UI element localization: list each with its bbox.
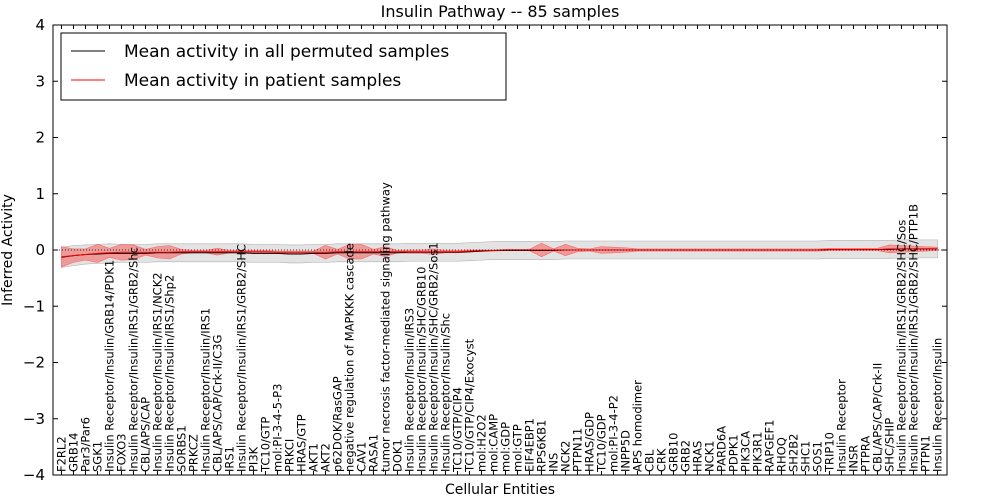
x-category-label: PRKCI	[283, 439, 297, 472]
x-category-label: SORBS1	[175, 425, 189, 472]
x-category-label: negative regulation of MAPKKK cascade	[343, 243, 357, 472]
x-category-label: INSR	[847, 445, 861, 472]
x-category-label: PRKCZ	[187, 434, 201, 472]
x-category-label: Par3/Par6	[79, 417, 93, 472]
x-category-label: Insulin Receptor/Insulin/IRS1/Shp2	[163, 275, 177, 472]
y-tick-label: 2	[35, 129, 45, 147]
x-category-label: NCK2	[559, 441, 573, 473]
chart-title: Insulin Pathway -- 85 samples	[381, 2, 620, 21]
x-category-label: CBL/APS/CAP/Crk-II	[871, 363, 885, 472]
x-category-label: mol:CAMP	[487, 414, 501, 472]
patient-spread-band	[61, 242, 938, 268]
x-category-label: PI3K	[247, 446, 261, 472]
x-category-label: Insulin Receptor/Insulin/IRS1/NCK2	[151, 272, 165, 472]
x-category-label: CBL	[643, 449, 657, 472]
x-category-label: CBL/APS/CAP	[139, 397, 153, 472]
x-category-label: FOXO3	[115, 434, 129, 472]
x-category-label: GRB2	[679, 440, 693, 472]
x-category-label: DOK1	[391, 439, 405, 472]
x-category-label: SGK1	[91, 441, 105, 472]
x-category-label: Insulin Receptor/Insulin	[931, 338, 945, 472]
x-category-label: TRIP10	[823, 432, 837, 473]
y-tick-label: −4	[23, 466, 45, 484]
x-category-label: PTPN11	[571, 428, 585, 472]
legend: Mean activity in all permuted samples Me…	[60, 32, 507, 101]
x-category-label: SHC1	[799, 441, 813, 472]
y-tick-label: 4	[35, 16, 45, 34]
x-category-label: APS homodimer	[631, 380, 645, 472]
x-category-label: NCK1	[703, 441, 717, 473]
x-category-label: RASA1	[367, 434, 381, 472]
x-axis-label: Cellular Entities	[445, 482, 555, 498]
x-category-label: mol:H2O2	[475, 414, 489, 472]
y-tick-label: −2	[23, 354, 45, 372]
x-category-label: CRK	[655, 448, 669, 472]
x-category-label: HRAS/GDP	[583, 412, 597, 472]
x-category-label: INPP5D	[619, 430, 633, 472]
x-category-label: HRAS	[691, 441, 705, 472]
x-category-label: mol:GDP	[499, 422, 513, 472]
x-category-label: PTPN1	[919, 435, 933, 472]
x-category-label: PTPRA	[859, 436, 873, 472]
x-category-label: Insulin Receptor/Insulin/SHC/GRB2/Sos1	[427, 242, 441, 472]
x-category-label: Insulin Receptor/Insulin/IRS1/GRB2/SHC/S…	[895, 220, 909, 472]
x-category-label: Insulin Receptor/Insulin/IRS1/GRB2/SHC	[235, 244, 249, 472]
x-category-label: TC10/GTP	[259, 417, 273, 473]
x-category-label: Insulin Receptor/Insulin/SHC/GRB10	[415, 267, 429, 472]
x-category-label: HRAS/GTP	[295, 414, 309, 472]
x-category-label: mol:PI-3-4-P2	[607, 395, 621, 472]
y-axis-label: Inferred Activity	[0, 194, 16, 306]
legend-label-permuted: Mean activity in all permuted samples	[124, 42, 449, 62]
y-tick-label: 1	[35, 185, 45, 203]
x-category-label: Insulin Receptor/Insulin/Shc	[439, 313, 453, 472]
x-category-label: TC10/GDP	[595, 414, 609, 473]
x-category-label: mol:PI-3-4-5-P3	[271, 384, 285, 472]
y-tick-label: 0	[35, 241, 45, 259]
x-category-label: TC10/GTP/CIP4/Exocyst	[463, 338, 477, 473]
x-category-label: tumor necrosis factor-mediated signaling…	[379, 182, 393, 472]
x-category-label: RPS6KB1	[535, 420, 549, 472]
x-category-label: F2RL2	[55, 436, 69, 472]
x-category-label: PARD6A	[715, 426, 729, 472]
x-category-label: RAPGEF1	[763, 420, 777, 472]
x-category-label: SOS1	[811, 441, 825, 472]
x-category-label: Insulin Receptor/Insulin/GRB14/PDK1	[103, 260, 117, 472]
x-category-label: Insulin Receptor/Insulin/IRS3	[403, 308, 417, 472]
x-category-label: CBL/APS/CAP/Crk-II/C3G	[211, 335, 225, 472]
x-category-label: PDPK1	[727, 434, 741, 472]
permuted-spread-band	[61, 239, 938, 268]
x-category-label: Insulin Receptor/Insulin/IRS1/GRB2/Shc	[127, 247, 141, 472]
x-category-label: Insulin Receptor	[835, 379, 849, 472]
x-category-label: IRS1	[223, 446, 237, 472]
x-category-label: TC10/GTP/CIP4	[451, 387, 465, 473]
x-category-label: p62DOK/RasGAP	[331, 376, 345, 472]
x-category-label: GRB14	[67, 433, 81, 472]
x-category-label: Insulin Receptor/Insulin/IRS1	[199, 308, 213, 472]
x-category-label: RHOQ	[775, 437, 789, 472]
x-category-label: INS	[547, 453, 561, 472]
x-category-label: Insulin Receptor/Insulin/IRS1/GRB2/SHC/P…	[907, 204, 921, 472]
x-category-label: PIK3CA	[739, 431, 753, 472]
legend-label-patient: Mean activity in patient samples	[124, 71, 401, 91]
legend-box	[60, 32, 507, 101]
x-category-label: AKT2	[319, 443, 333, 472]
x-category-label: EIF4EBP1	[523, 418, 537, 472]
x-category-label: SHC/SHIP	[883, 418, 897, 472]
x-category-label: CAV1	[355, 442, 369, 472]
x-category-label: mol:GTP	[511, 424, 525, 472]
x-category-label: GRB10	[667, 433, 681, 472]
x-category-label: AKT1	[307, 443, 321, 472]
x-category-label: PIK3R1	[751, 432, 765, 473]
y-tick-label: −1	[23, 297, 45, 315]
y-tick-label: −3	[23, 410, 45, 428]
x-category-label: SH2B2	[787, 434, 801, 472]
y-tick-label: 3	[35, 72, 45, 90]
